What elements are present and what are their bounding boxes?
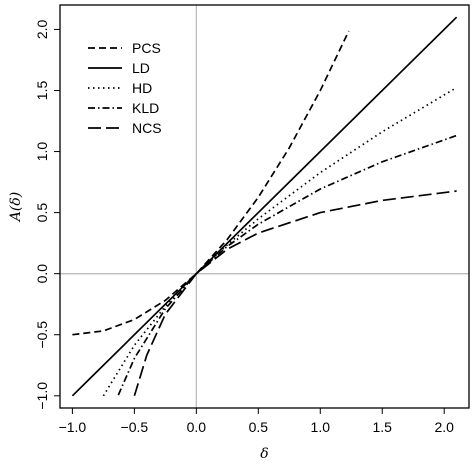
x-tick-label: 1.5 <box>373 419 393 435</box>
legend-label-ncs: NCS <box>132 120 162 136</box>
x-tick-label: 0.0 <box>187 419 207 435</box>
x-tick-label: 2.0 <box>434 419 454 435</box>
x-tick-label: 1.0 <box>311 419 331 435</box>
series-line-pcs <box>72 30 350 336</box>
legend-label-ld: LD <box>132 60 150 76</box>
ticks: −1.0 −0.5 0.0 0.5 1.0 1.5 2.0 −1.0 −0.5 0.0 0.5 1.0… <box>34 19 454 435</box>
legend-label-pcs: PCS <box>132 40 161 56</box>
x-tick-label: 0.5 <box>249 419 269 435</box>
series-line-ld <box>71 16 458 397</box>
y-tick-label: 0.0 <box>34 264 50 284</box>
y-tick-label: 1.0 <box>34 142 50 162</box>
series-layer <box>71 16 458 397</box>
y-tick-label: 2.0 <box>34 19 50 39</box>
y-tick-label: 0.5 <box>34 203 50 223</box>
plot-frame <box>59 4 470 409</box>
legend-label-kld: KLD <box>132 100 159 116</box>
series-line-kld <box>117 134 457 396</box>
reference-lines <box>60 5 469 408</box>
y-tick-label: −1.0 <box>34 382 50 410</box>
series-line-hd <box>102 86 458 397</box>
x-tick-label: −1.0 <box>59 419 87 435</box>
legend: PCS LD HD KLD NCS <box>88 40 162 136</box>
legend-label-hd: HD <box>132 80 152 96</box>
x-tick-label: −0.5 <box>121 419 149 435</box>
x-axis-title: δ <box>260 446 268 462</box>
y-tick-label: −0.5 <box>34 321 50 349</box>
series-line-ncs <box>133 190 457 397</box>
y-tick-label: 1.5 <box>34 81 50 101</box>
y-axis-title: A(δ) <box>8 192 24 223</box>
